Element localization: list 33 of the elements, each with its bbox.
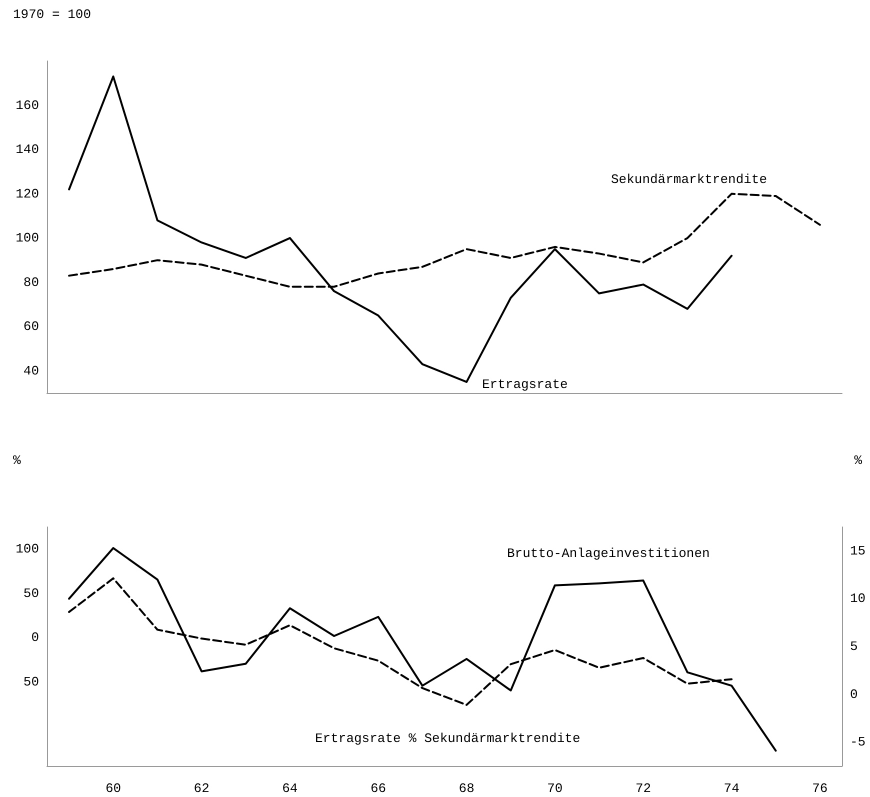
y2-tick-label: 5 (850, 639, 858, 654)
y-axis-title: % (13, 453, 21, 468)
line-series (68, 547, 777, 752)
y-tick-label: 50 (23, 586, 39, 601)
x-tick-label: 72 (635, 781, 652, 796)
y-tick-label: 40 (23, 363, 39, 378)
series-label: Ertragsrate (482, 377, 568, 392)
x-tick-label: 76 (812, 781, 828, 796)
y2-tick-label: 10 (850, 591, 866, 606)
y-tick-label: 140 (16, 142, 39, 158)
y-tick-label: 160 (16, 98, 39, 113)
x-tick-label: 70 (547, 781, 563, 796)
series-label: Sekundärmarktrendite (611, 172, 768, 187)
y-tick-label: 100 (16, 230, 39, 246)
y-tick-label: 80 (23, 274, 39, 290)
x-tick-label: 60 (105, 781, 122, 796)
y-tick-label: 50 (23, 674, 39, 690)
y-tick-label: 120 (16, 186, 39, 202)
x-tick-label: 62 (194, 781, 210, 796)
x-tick-label: 74 (724, 781, 740, 796)
y2-tick-label: -5 (850, 734, 866, 750)
y-tick-label: 60 (23, 319, 39, 334)
text: Ertragsrate % Sekundärmarktrendite (315, 731, 580, 746)
y2-axis-title: % (854, 453, 862, 468)
y-tick-label: 100 (16, 542, 39, 557)
x-tick-label: 64 (282, 781, 298, 796)
x-tick-label: 66 (370, 781, 386, 796)
text: Brutto-Anlageinvestitionen (507, 546, 710, 561)
y-tick-label: 0 (31, 630, 39, 646)
y2-tick-label: 15 (850, 543, 866, 558)
x-tick-label: 68 (458, 781, 474, 796)
y-axis-title: 1970 = 100 (13, 7, 92, 22)
y2-tick-label: 0 (850, 686, 858, 702)
